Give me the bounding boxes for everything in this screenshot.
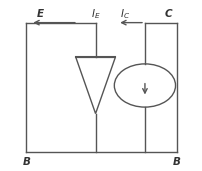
Text: $I_C$: $I_C$ bbox=[120, 8, 130, 21]
Text: B: B bbox=[172, 157, 180, 167]
Text: C: C bbox=[164, 9, 171, 19]
Text: B: B bbox=[22, 157, 30, 167]
Text: $I_E$: $I_E$ bbox=[90, 8, 100, 21]
Text: E: E bbox=[37, 9, 44, 19]
